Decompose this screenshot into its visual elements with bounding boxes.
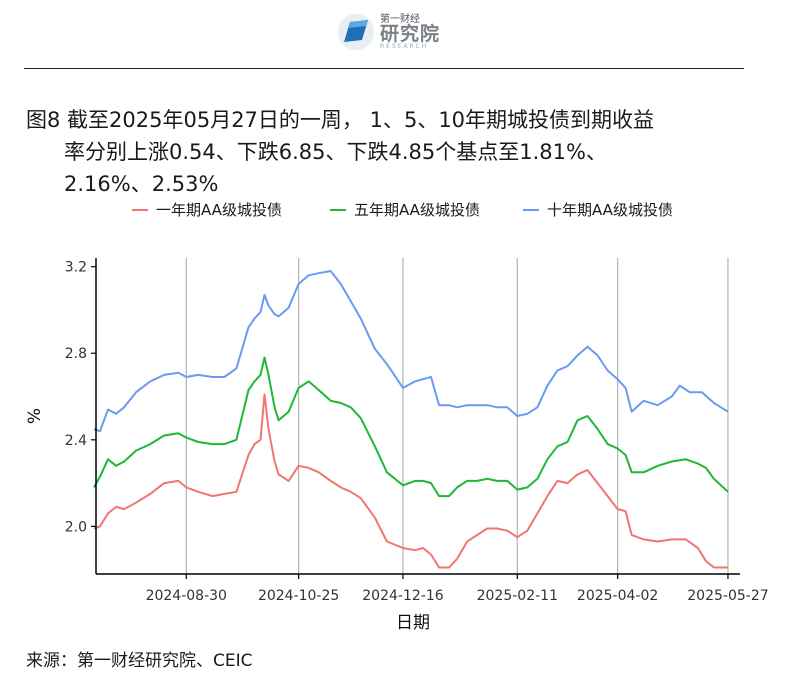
legend-swatch-5y: [330, 208, 346, 211]
report-header: 第一财经 研究院 RESEARCH: [0, 0, 800, 70]
y-tick-label-2: 2.8: [65, 346, 87, 362]
x-axis-title: 日期: [396, 613, 430, 633]
x-tick-label-5: 2025-05-27: [687, 588, 768, 604]
logo-small-text: 第一财经: [380, 13, 420, 25]
x-tick-label-3: 2025-02-11: [477, 588, 558, 604]
line-chart: 2.0 2.4 2.8 3.2 2024-08-30 2024-10-25 2024-12…: [25, 258, 769, 633]
header-divider: [24, 68, 744, 69]
grid-lines: [185, 258, 729, 574]
x-ticks: 2024-08-30 2024-10-25 2024-12-16 2025-02-11…: [146, 574, 769, 604]
x-tick-label-2: 2024-12-16: [362, 588, 443, 604]
logo-big-text: 研究院: [380, 22, 441, 45]
title-line-2: 率分别上涨0.54、下跌6.85、下跌4.85个基点至1.81%、: [64, 140, 607, 164]
y-ticks: 2.0 2.4 2.8 3.2: [65, 260, 96, 535]
series-line-5y: [93, 356, 729, 498]
series-line-10y: [93, 270, 729, 433]
legend-swatch-10y: [523, 208, 539, 211]
legend-swatch-1y: [132, 208, 148, 211]
chart-title: 图8 截至2025年05月27日的一周， 1、5、10年期城投债到期收益 率分别…: [26, 104, 766, 200]
series-line-1y: [93, 393, 728, 569]
y-tick-label-3: 3.2: [65, 260, 87, 276]
legend-label-1y: 一年期AA级城投债: [156, 201, 282, 219]
logo-english-text: RESEARCH: [380, 42, 429, 50]
x-tick-label-0: 2024-08-30: [146, 588, 227, 604]
legend-label-5y: 五年期AA级城投债: [354, 201, 480, 219]
y-tick-label-1: 2.4: [65, 433, 87, 449]
x-tick-label-4: 2025-04-02: [577, 588, 658, 604]
legend-item-5y: 五年期AA级城投债: [330, 199, 480, 220]
axes: [95, 258, 740, 575]
series-lines: [93, 270, 729, 569]
source-note: 来源：第一财经研究院、CEIC: [26, 651, 253, 671]
title-line-1: 图8 截至2025年05月27日的一周， 1、5、10年期城投债到期收益: [26, 108, 655, 132]
logo-emblem-icon: [338, 14, 374, 50]
legend-label-10y: 十年期AA级城投债: [547, 201, 673, 219]
chart-legend: 一年期AA级城投债 五年期AA级城投债 十年期AA级城投债: [0, 199, 800, 223]
title-line-3: 2.16%、2.53%: [64, 172, 219, 196]
legend-item-1y: 一年期AA级城投债: [132, 199, 282, 220]
x-tick-label-1: 2024-10-25: [258, 588, 339, 604]
y-tick-label-0: 2.0: [65, 519, 87, 535]
y-axis-title: %: [25, 408, 45, 424]
legend-item-10y: 十年期AA级城投债: [523, 199, 673, 220]
research-logo: 第一财经 研究院 RESEARCH: [336, 12, 440, 52]
